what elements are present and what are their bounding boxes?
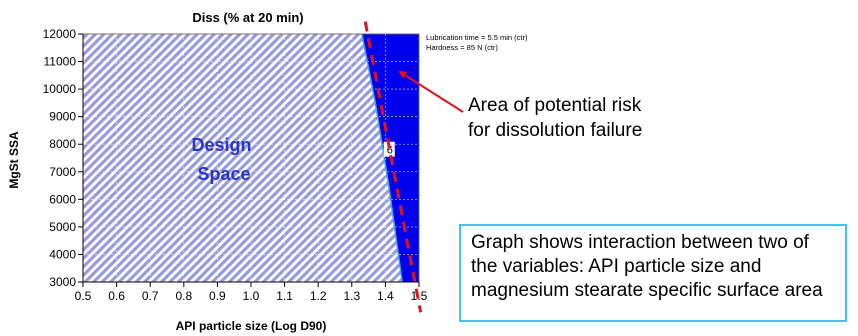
- x-tick-label: 0.8: [175, 289, 192, 303]
- design-space-label: Design Space: [191, 135, 256, 184]
- design-space-line: Design: [191, 135, 251, 155]
- y-tick-label: 12000: [43, 27, 77, 41]
- plot-area: 6: [82, 21, 423, 313]
- x-tick-label: 1.0: [243, 289, 260, 303]
- contour-label-box: [383, 141, 395, 157]
- y-tick-label: 10000: [43, 82, 77, 96]
- x-tick-label: 0.9: [209, 289, 226, 303]
- risk-label-line: Area of potential risk: [468, 95, 642, 116]
- y-axis: 3000 4000 5000 6000 7000 8000 9000 10000 11000 12…: [43, 27, 84, 289]
- chart-title: Diss (% at 20 min): [192, 10, 303, 25]
- y-tick-label: 6000: [49, 192, 76, 206]
- y-tick-label: 5000: [49, 220, 76, 234]
- condition-line: Hardness = 85 N (ctr): [426, 43, 498, 52]
- risk-arrow: [398, 70, 464, 113]
- design-space-region: [83, 34, 403, 282]
- interaction-note-box: Graph shows interaction between two of t…: [459, 224, 847, 322]
- x-tick-label: 1.5: [411, 289, 428, 303]
- condition-line: Lubrication time = 5.5 min (ctr): [426, 33, 528, 42]
- y-tick-label: 8000: [49, 137, 76, 151]
- x-tick-label: 1.1: [276, 289, 293, 303]
- y-tick-label: 3000: [49, 275, 76, 289]
- design-space-line: Space: [197, 164, 250, 184]
- contour-line: [361, 33, 403, 283]
- y-tick-label: 9000: [49, 110, 76, 124]
- x-axis-label: API particle size (Log D90): [176, 319, 327, 333]
- conditions-note: Lubrication time = 5.5 min (ctr) Hardnes…: [426, 33, 528, 53]
- x-tick-label: 1.3: [343, 289, 360, 303]
- risk-label-line: for dissolution failure: [468, 120, 643, 141]
- x-tick-label: 1.2: [310, 289, 327, 303]
- x-tick-label: 0.6: [108, 289, 125, 303]
- risk-area-label: Area of potential risk for dissolution f…: [468, 93, 642, 143]
- y-tick-label: 4000: [49, 247, 76, 261]
- y-tick-label: 7000: [49, 165, 76, 179]
- risk-boundary-dashed-line: [363, 21, 423, 313]
- x-tick-label: 1.4: [377, 289, 394, 303]
- x-axis: 0.5 0.6 0.7 0.8 0.9 1.0 1.1 1.2 1.3 1.4 1.5: [75, 281, 428, 303]
- y-axis-label: MgSt SSA: [7, 131, 21, 189]
- y-tick-label: 11000: [44, 55, 77, 69]
- x-tick-label: 0.7: [142, 289, 159, 303]
- contour-label: 6: [387, 145, 393, 157]
- x-tick-label: 0.5: [75, 289, 92, 303]
